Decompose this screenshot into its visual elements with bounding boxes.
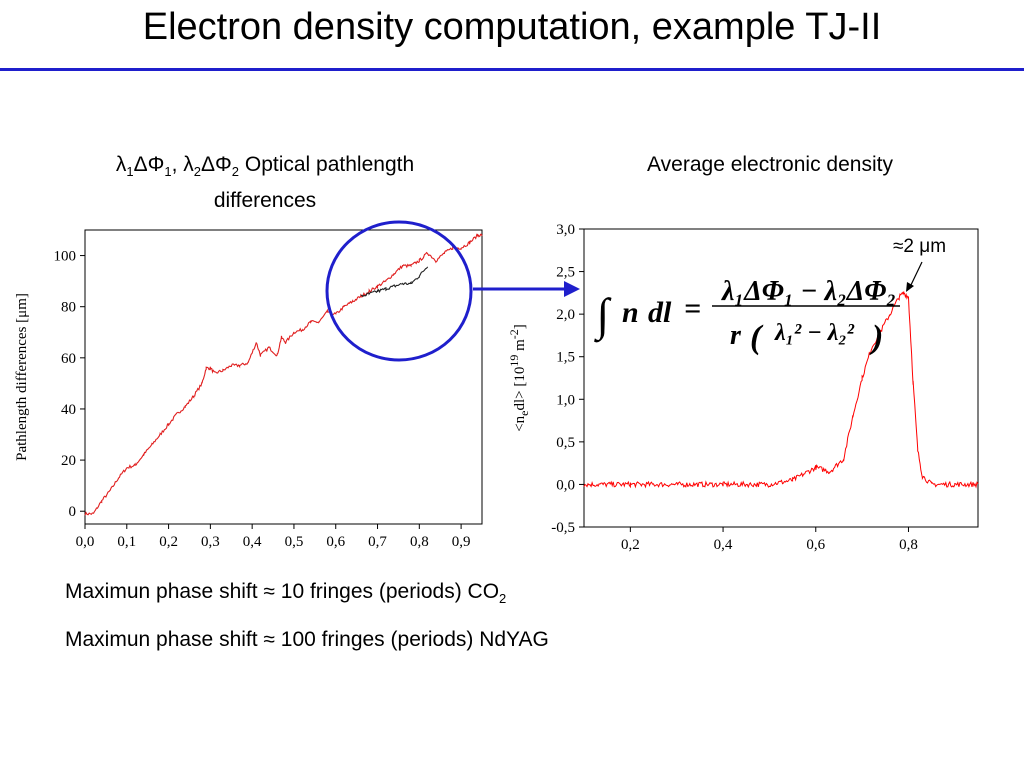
left-chart-xtick-label: 0,3: [201, 534, 220, 550]
left-chart-xtick-label: 0,4: [243, 534, 262, 550]
slide-title: Electron density computation, example TJ…: [142, 6, 882, 48]
left-chart-series-0: [84, 233, 483, 516]
formula-glyph: λ₁² − λ₂²: [774, 320, 855, 346]
left-chart-ytick-label: 60: [61, 351, 76, 367]
formula-glyph: =: [684, 292, 701, 325]
left-chart-xtick-label: 0,9: [452, 534, 471, 550]
formula-glyph: (: [750, 319, 764, 356]
left-caption-line1: λ1ΔΦ1, λ2ΔΦ2 Optical pathlength: [115, 153, 415, 180]
right-chart-ytick-label: 0,0: [556, 477, 575, 493]
left-chart-ytick-label: 80: [61, 300, 76, 316]
left-chart-ylabel: Pathlength differences [μm]: [14, 293, 30, 461]
left-caption-line2: differences: [213, 189, 317, 213]
right-chart-ylabel-part: m: [512, 339, 528, 355]
right-chart-series-0: [583, 291, 979, 489]
right-chart-xtick-label: 0,4: [714, 537, 733, 553]
peak-arrowhead: [906, 282, 914, 292]
left-chart-xtick-label: 0,8: [410, 534, 429, 550]
right-chart-ylabel-part: <n: [512, 415, 528, 431]
left-chart-xtick-label: 0,2: [159, 534, 178, 550]
right-chart-ylabel-part: 19: [507, 355, 521, 367]
formula-glyph: n: [622, 296, 639, 329]
left-chart-ytick-label: 40: [61, 402, 76, 418]
right-chart-ylabel-part: dl> [10: [512, 367, 528, 411]
formula-glyph: r: [730, 320, 742, 351]
right-chart-ytick-label: 1,5: [556, 350, 575, 366]
connector-arrowhead: [564, 281, 580, 297]
right-chart-xtick-label: 0,8: [899, 537, 918, 553]
left-chart-series-1: [360, 266, 429, 298]
left-chart-ytick-label: 20: [61, 453, 76, 469]
right-chart-ylabel: <nedl> [1019 m-2]: [507, 324, 531, 432]
right-chart-ytick-label: -0,5: [551, 520, 575, 536]
right-chart-ytick-label: 0,5: [556, 435, 575, 451]
left-chart-ytick-label: 0: [69, 504, 77, 520]
left-chart-caption: λ1ΔΦ1, λ2ΔΦ2 Optical pathlength differen…: [60, 150, 470, 215]
left-chart-frame: [84, 229, 483, 525]
left-chart-xtick-label: 0,1: [117, 534, 136, 550]
note-ndyag: Maximun phase shift ≈ 100 fringes (perio…: [65, 628, 549, 651]
title-divider: [0, 68, 1024, 71]
right-chart-ylabel-part: ]: [512, 324, 528, 329]
left-chart-xtick-label: 0,6: [326, 534, 345, 550]
right-chart-caption: Average electronic density: [647, 153, 893, 176]
right-chart-xtick-label: 0,6: [806, 537, 825, 553]
formula-glyph: dl: [648, 296, 672, 329]
formula-glyph: ∫: [594, 289, 612, 343]
formula-glyph: λ₁ΔΦ₁ − λ₂ΔΦ₂: [721, 276, 896, 307]
peak-annotation: ≈2 μm: [893, 236, 946, 257]
right-chart-ytick-label: 3,0: [556, 222, 575, 238]
highlight-circle: [325, 220, 473, 362]
right-chart-ytick-label: 2,5: [556, 265, 575, 281]
left-chart-xtick-label: 0,5: [285, 534, 304, 550]
left-chart-xtick-label: 0,0: [76, 534, 95, 550]
right-chart-ylabel-part: -2: [507, 329, 521, 339]
right-chart-ytick-label: 1,0: [556, 392, 575, 408]
peak-arrow: [909, 261, 923, 288]
right-chart-xtick-label: 0,2: [621, 537, 640, 553]
right-chart-ylabel-part: e: [517, 411, 531, 416]
left-chart-ytick-label: 100: [54, 249, 77, 265]
left-chart-xtick-label: 0,7: [368, 534, 387, 550]
note-co2: Maximun phase shift ≈ 10 fringes (period…: [65, 580, 507, 607]
right-chart-ytick-label: 2,0: [556, 307, 575, 323]
formula-glyph: ): [869, 319, 883, 356]
right-chart-frame: [583, 228, 979, 528]
